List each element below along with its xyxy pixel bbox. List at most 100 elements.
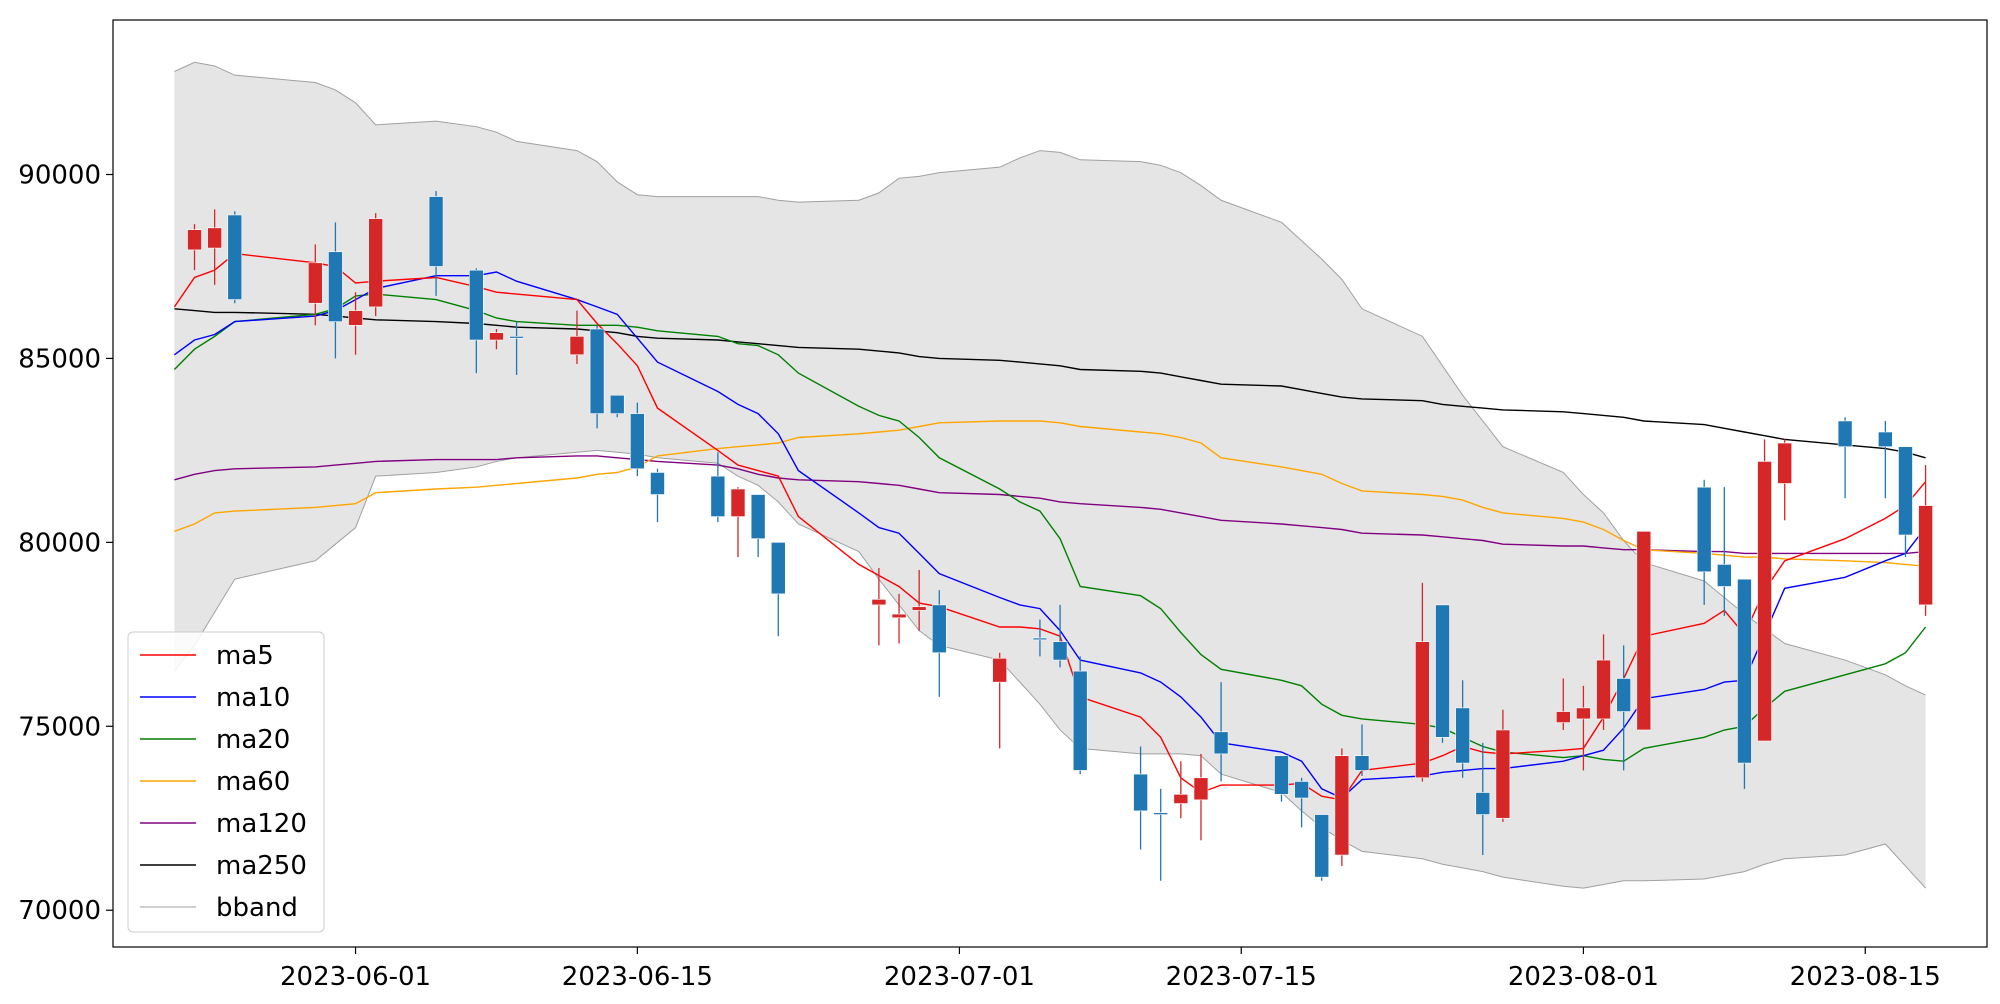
candle: [710, 452, 726, 523]
candle-body: [891, 613, 907, 619]
candle: [770, 542, 786, 637]
candle: [1555, 678, 1571, 730]
x-tick-label: 2023-08-15: [1790, 962, 1941, 992]
candle: [1334, 748, 1350, 867]
legend-label-ma60: ma60: [216, 767, 290, 797]
candle-body: [569, 336, 585, 356]
plot-frame: [112, 19, 1988, 948]
candle-body: [750, 494, 766, 539]
candle-body: [1415, 641, 1430, 779]
candle-body: [1032, 637, 1048, 641]
candle: [207, 209, 222, 285]
candle-body: [1777, 442, 1793, 484]
legend-label-ma10: ma10: [216, 683, 290, 713]
candle-body: [1636, 531, 1652, 731]
candle: [1274, 755, 1289, 802]
y-tick-label: 75000: [18, 712, 101, 742]
candle: [1777, 439, 1793, 521]
candle: [1072, 656, 1088, 775]
candle-body: [469, 269, 484, 341]
candle: [1837, 417, 1853, 499]
candle: [1696, 479, 1712, 605]
candle-body: [1596, 659, 1611, 720]
candle-body: [1354, 755, 1370, 771]
candle: [1757, 439, 1772, 742]
candle-body: [307, 262, 323, 304]
candle-body: [1475, 792, 1491, 815]
legend-label-ma20: ma20: [216, 725, 290, 755]
candle: [348, 292, 363, 355]
candle: [891, 593, 907, 644]
candle-body: [1878, 431, 1893, 448]
candle: [1314, 814, 1330, 881]
candles: [187, 191, 1933, 881]
candle: [931, 590, 947, 697]
candle: [1133, 746, 1148, 850]
candle: [469, 268, 484, 374]
y-tick-label: 70000: [18, 896, 101, 926]
candle-body: [730, 488, 746, 517]
candle-body: [1757, 461, 1772, 742]
candle: [650, 468, 665, 523]
candle: [307, 244, 323, 326]
candle-body: [1717, 564, 1732, 587]
ma60-line: [174, 420, 1926, 567]
candle-body: [710, 475, 726, 517]
candle: [911, 569, 927, 631]
candle-body: [1274, 755, 1289, 795]
x-tick-label: 2023-07-01: [884, 962, 1035, 992]
candle: [1415, 582, 1430, 782]
candle: [1475, 742, 1491, 856]
candle: [1455, 680, 1470, 778]
candle: [489, 329, 504, 350]
candle-body: [1072, 670, 1088, 771]
legend-label-ma120: ma120: [216, 809, 307, 839]
candle-body: [328, 251, 343, 322]
candle-body: [609, 394, 625, 414]
y-tick-label: 90000: [18, 161, 101, 191]
x-tick-label: 2023-06-15: [562, 962, 713, 992]
candle-body: [1455, 707, 1470, 764]
ma250-line: [174, 308, 1926, 459]
y-tick-label: 85000: [18, 344, 101, 374]
candle-body: [1435, 604, 1450, 738]
candle-body: [227, 214, 243, 300]
legend-label-bband: bband: [216, 893, 298, 923]
bband-fill: [174, 62, 1926, 889]
candle-body: [207, 227, 222, 249]
x-tick-label: 2023-08-01: [1508, 962, 1659, 992]
candle: [187, 224, 202, 271]
candle-body: [1314, 814, 1330, 878]
candle-body: [428, 196, 444, 267]
candle: [630, 402, 645, 477]
candle: [227, 211, 243, 304]
candle: [1294, 777, 1309, 828]
y-tick-label: 80000: [18, 528, 101, 558]
candle: [509, 321, 524, 375]
candle-body: [187, 229, 202, 251]
candle-body: [1193, 777, 1209, 801]
candle-body: [1173, 794, 1189, 804]
candle-body: [509, 336, 524, 339]
candle: [871, 568, 887, 646]
legend: ma5 ma10 ma20 ma60 ma120 ma250 bband: [127, 631, 325, 933]
candle-body: [368, 218, 383, 308]
candle-body: [348, 310, 363, 326]
candle-body: [1153, 812, 1169, 815]
candle: [368, 213, 383, 317]
candle-body: [1052, 641, 1068, 661]
candle: [1576, 685, 1591, 771]
candle: [1616, 645, 1631, 771]
candle-body: [630, 413, 645, 470]
candle-body: [1837, 420, 1853, 448]
legend-label-ma250: ma250: [216, 851, 307, 881]
candle-body: [1616, 678, 1631, 712]
x-tick-label: 2023-06-01: [280, 962, 431, 992]
candle: [750, 494, 766, 558]
legend-box: [127, 631, 325, 933]
candle: [1596, 634, 1611, 730]
bollinger-band: [173, 61, 1926, 889]
candle-body: [1898, 446, 1913, 536]
candle-body: [589, 328, 605, 414]
